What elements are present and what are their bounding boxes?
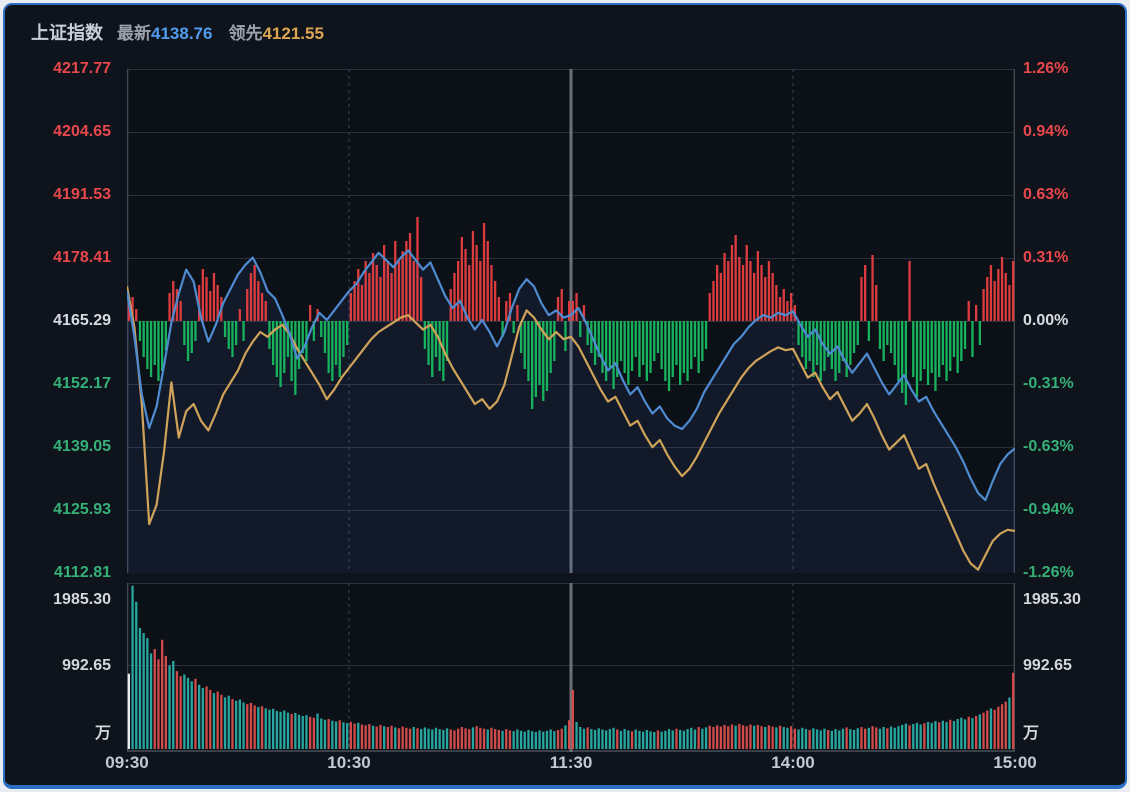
volume-axis-label-right: 992.65 [1023, 657, 1072, 674]
latest-price: 最新4138.76 [117, 19, 212, 44]
pct-axis-label: 1.26% [1023, 60, 1069, 77]
price-axis-label: 4204.65 [53, 123, 111, 140]
lead-label: 领先 [228, 24, 263, 43]
lead-price: 领先4121.55 [228, 19, 323, 44]
latest-label: 最新 [117, 24, 151, 43]
volume-axis-label-left: 万 [94, 725, 111, 742]
chart-area: 上证指数 最新4138.76 领先4121.55 4217.77 4204.65 4… [5, 5, 1125, 785]
time-axis-label: 14:00 [771, 753, 815, 772]
volume-axis-label-left: 992.65 [62, 657, 111, 674]
pct-axis-label: -0.94% [1023, 501, 1074, 518]
pct-axis-label: -0.63% [1023, 438, 1074, 455]
volume-axis-label-left: 1985.30 [53, 591, 111, 608]
stock-intraday-window: 上证指数 最新4138.76 领先4121.55 4217.77 4204.65 4… [3, 3, 1127, 789]
pct-axis-label: -0.31% [1023, 375, 1074, 392]
time-axis-label: 10:30 [327, 753, 371, 772]
pct-axis-label: 0.94% [1023, 123, 1069, 140]
time-axis-label: 15:00 [993, 753, 1037, 772]
price-axis-label: 4112.81 [54, 564, 111, 581]
pct-axis-label: 0.00% [1023, 312, 1069, 329]
price-axis-label: 4152.17 [53, 375, 111, 392]
index-header: 上证指数 最新4138.76 领先4121.55 [31, 19, 340, 45]
price-axis-label: 4139.05 [53, 438, 111, 455]
latest-value: 4138.76 [151, 24, 213, 43]
lead-value: 4121.55 [262, 24, 324, 43]
price-axis-label: 4178.41 [53, 249, 111, 266]
volume-axis-label-right: 万 [1023, 725, 1040, 742]
main-chart-canvas[interactable] [127, 69, 1015, 573]
pct-axis-label: 0.63% [1023, 186, 1069, 203]
price-axis-label: 4165.29 [53, 312, 111, 329]
pct-axis-label: 0.31% [1023, 249, 1069, 266]
price-axis-label: 4217.77 [53, 60, 111, 77]
index-title: 上证指数 [31, 23, 103, 43]
price-axis-label: 4191.53 [53, 186, 111, 203]
volume-chart-canvas[interactable] [127, 583, 1015, 752]
time-axis-label: 09:30 [105, 753, 149, 772]
time-axis-label: 11:30 [549, 753, 593, 772]
price-axis-label: 4125.93 [53, 501, 111, 518]
volume-axis-label-right: 1985.30 [1023, 591, 1081, 608]
pct-axis-label: -1.26% [1023, 564, 1074, 581]
